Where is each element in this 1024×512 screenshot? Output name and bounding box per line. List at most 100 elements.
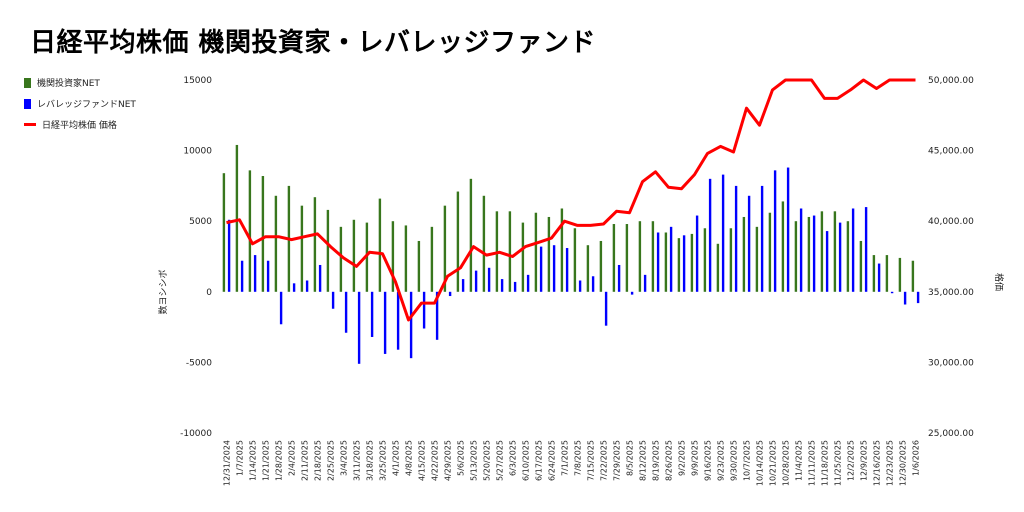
x-tick-label: 1/21/2025 [262, 440, 271, 481]
leverage-bar [604, 291, 608, 326]
x-tick-label: 10/28/2025 [782, 440, 791, 486]
leverage-bar [487, 267, 491, 292]
institutional-bar [326, 209, 330, 292]
x-tick-label: 12/23/2025 [886, 440, 895, 486]
institutional-bar [625, 224, 629, 292]
leverage-bar [760, 185, 764, 292]
leverage-bar [266, 260, 270, 292]
x-tick-label: 9/30/2025 [730, 440, 739, 481]
y-right-tick-label: 30,000.00 [928, 358, 974, 368]
leverage-bar [708, 178, 712, 292]
leverage-bar [812, 215, 816, 292]
x-tick-label: 12/30/2025 [899, 440, 908, 486]
leverage-bar [474, 270, 478, 292]
leverage-bar [461, 279, 465, 292]
nikkei-price-line [226, 78, 916, 322]
institutional-bar [521, 222, 525, 292]
left-axis: 15000 10000 5000 0 -5000 -10000 [180, 76, 212, 439]
y-axis-left-label: 数ヨシシボ [157, 269, 169, 314]
x-tick-label: 1/14/2025 [249, 440, 258, 481]
legend-label-institutional: 機関投資家NET [37, 79, 100, 89]
leverage-bar [383, 291, 387, 354]
leverage-bar [656, 232, 660, 292]
x-tick-label: 7/29/2025 [613, 440, 622, 481]
x-tick-label: 6/17/2025 [535, 440, 544, 481]
institutional-bar [781, 201, 785, 292]
y-left-tick-label: 5000 [189, 217, 212, 227]
y-left-tick-label: -5000 [186, 358, 212, 368]
legend-label-nikkei: 日経平均株価 価格 [42, 121, 117, 131]
legend-swatch-nikkei [24, 123, 36, 126]
leverage-bar [526, 274, 530, 292]
y-left-tick-label: 10000 [183, 147, 212, 157]
x-tick-label: 10/14/2025 [756, 440, 765, 486]
leverage-bar [500, 279, 504, 292]
y-right-tick-label: 25,000.00 [928, 429, 974, 439]
x-tick-label: 3/25/2025 [379, 440, 388, 481]
x-tick-label: 8/19/2025 [652, 440, 661, 481]
x-tick-label: 8/26/2025 [665, 440, 674, 481]
x-tick-label: 8/5/2025 [626, 440, 635, 476]
institutional-bar [911, 260, 915, 292]
leverage-bar [734, 185, 738, 292]
x-tick-label: 7/1/2025 [561, 440, 570, 476]
legend-item-nikkei: 日経平均株価 価格 [24, 114, 136, 135]
x-tick-label: 4/8/2025 [405, 440, 414, 476]
x-tick-label: 5/27/2025 [496, 440, 505, 481]
right-axis: 50,000.00 45,000.00 40,000.00 35,000.00 30,0… [928, 76, 974, 439]
institutional-bar [755, 226, 759, 292]
institutional-bar [768, 212, 772, 292]
leverage-bar [344, 291, 348, 333]
y-left-tick-label: -10000 [180, 429, 212, 439]
leverage-bar [227, 219, 231, 292]
legend: 機関投資家NET レバレッジファンドNET 日経平均株価 価格 [24, 72, 136, 135]
leverage-bar [539, 246, 543, 292]
leverage-bar [305, 280, 309, 292]
institutional-bar [716, 243, 720, 292]
institutional-bar [612, 224, 616, 292]
x-tick-label: 12/16/2025 [873, 440, 882, 486]
institutional-bar [339, 226, 343, 292]
institutional-bar [391, 221, 395, 292]
x-tick-label: 12/9/2025 [860, 440, 869, 481]
institutional-bar [378, 198, 382, 292]
institutional-bar [859, 240, 863, 292]
x-tick-label: 1/7/2025 [236, 440, 245, 476]
leverage-bar [435, 291, 439, 340]
x-tick-label: 9/9/2025 [691, 440, 700, 476]
x-tick-label: 11/25/2025 [834, 440, 843, 486]
leverage-bar [669, 226, 673, 292]
leverage-bar [318, 264, 322, 292]
leverage-bar [578, 280, 582, 292]
x-axis: 12/31/2024 1/7/2025 1/14/2025 1/21/2025 1/28… [223, 440, 921, 486]
x-tick-label: 3/4/2025 [340, 440, 349, 476]
x-tick-label: 9/16/2025 [704, 440, 713, 481]
leverage-bar [448, 291, 452, 297]
institutional-bar [599, 240, 603, 292]
leverage-bar [877, 263, 881, 292]
institutional-bar [833, 211, 837, 292]
leverage-bar [643, 274, 647, 292]
bars-group [222, 144, 920, 364]
x-tick-label: 3/11/2025 [353, 440, 362, 481]
leverage-bar [786, 167, 790, 292]
x-tick-label: 10/21/2025 [769, 440, 778, 486]
institutional-bar [313, 197, 317, 292]
institutional-bar [677, 238, 681, 292]
leverage-bar [890, 291, 894, 294]
leverage-bar [279, 291, 283, 325]
leverage-bar [799, 208, 803, 292]
x-tick-label: 8/12/2025 [639, 440, 648, 481]
leverage-bar [838, 222, 842, 292]
y-right-tick-label: 50,000.00 [928, 76, 974, 86]
x-tick-label: 2/11/2025 [301, 440, 310, 481]
institutional-bar [534, 212, 538, 292]
institutional-bar [261, 176, 265, 292]
x-tick-label: 7/15/2025 [587, 440, 596, 481]
institutional-bar [248, 170, 252, 292]
institutional-bar [222, 173, 226, 292]
x-tick-label: 11/18/2025 [821, 440, 830, 486]
leverage-bar [240, 260, 244, 292]
institutional-bar [586, 245, 590, 292]
institutional-bar [872, 255, 876, 292]
